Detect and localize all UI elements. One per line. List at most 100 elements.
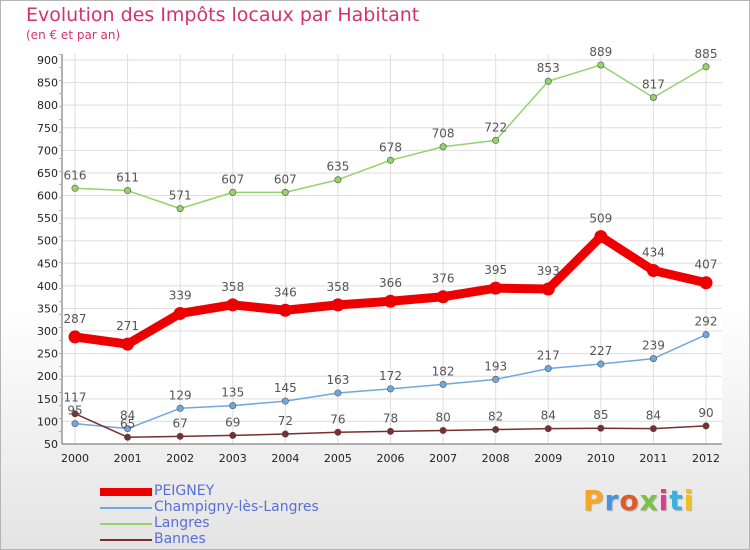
data-point xyxy=(597,424,605,432)
data-point xyxy=(71,184,79,192)
data-point xyxy=(124,187,132,195)
y-tick-label: 350 xyxy=(37,302,58,315)
data-point xyxy=(597,61,605,69)
data-point xyxy=(71,420,79,428)
data-label: 339 xyxy=(169,288,192,302)
data-point xyxy=(281,188,289,196)
data-point xyxy=(492,375,500,383)
logo-letter: P xyxy=(583,484,605,517)
data-point xyxy=(702,422,710,430)
y-tick-label: 600 xyxy=(37,190,58,203)
data-label: 84 xyxy=(646,409,661,423)
data-point xyxy=(281,430,289,438)
legend-label: Champigny-lès-Langres xyxy=(154,499,319,515)
x-tick-label: 2000 xyxy=(61,452,89,465)
logo-letter: x xyxy=(639,484,659,517)
data-label: 885 xyxy=(695,47,718,61)
data-label: 366 xyxy=(379,276,402,290)
data-point xyxy=(386,385,394,393)
y-tick-label: 850 xyxy=(37,77,58,90)
data-label: 611 xyxy=(116,171,139,185)
data-point xyxy=(124,433,132,441)
data-label: 287 xyxy=(64,312,87,326)
data-point xyxy=(544,77,552,85)
data-label: 67 xyxy=(173,416,188,430)
x-tick-label: 2004 xyxy=(271,452,299,465)
chart-title: Evolution des Impôts locaux par Habitant xyxy=(26,4,420,26)
data-label: 129 xyxy=(169,388,192,402)
data-point xyxy=(699,276,713,290)
data-point xyxy=(334,428,342,436)
y-tick-label: 100 xyxy=(37,415,58,428)
data-label: 76 xyxy=(330,412,345,426)
legend-swatch xyxy=(100,507,152,509)
legend-label: Langres xyxy=(154,515,210,531)
data-point xyxy=(384,294,397,308)
x-tick-label: 2006 xyxy=(377,452,405,465)
x-tick-label: 2001 xyxy=(114,452,142,465)
data-label: 678 xyxy=(379,140,402,154)
data-point xyxy=(124,425,132,433)
data-label: 509 xyxy=(589,212,612,226)
data-label: 85 xyxy=(593,408,608,422)
data-point xyxy=(544,425,552,433)
data-label: 635 xyxy=(326,160,349,174)
data-label: 95 xyxy=(67,404,82,418)
data-label: 817 xyxy=(642,77,665,91)
data-point xyxy=(176,205,184,213)
data-point xyxy=(173,306,187,320)
data-point xyxy=(597,360,605,368)
data-point xyxy=(281,397,289,405)
data-point xyxy=(649,355,657,363)
data-label: 217 xyxy=(537,349,560,363)
data-label: 65 xyxy=(120,417,135,431)
data-point xyxy=(68,330,82,344)
data-point xyxy=(702,331,710,339)
data-point xyxy=(278,303,292,317)
logo-letter: t xyxy=(669,484,684,517)
data-label: 395 xyxy=(484,263,507,277)
x-tick-label: 2008 xyxy=(482,452,510,465)
data-label: 227 xyxy=(589,344,612,358)
data-point xyxy=(386,427,394,435)
data-point xyxy=(229,188,237,196)
data-label: 163 xyxy=(326,373,349,387)
data-label: 78 xyxy=(383,411,398,425)
data-point xyxy=(226,298,240,312)
data-point xyxy=(176,432,184,440)
logo-letter: i xyxy=(683,484,695,517)
x-tick-label: 2003 xyxy=(219,452,247,465)
y-tick-label: 550 xyxy=(37,212,58,225)
data-point xyxy=(386,156,394,164)
y-tick-label: 650 xyxy=(37,167,58,180)
data-point xyxy=(489,281,503,295)
y-tick-label: 500 xyxy=(37,235,58,248)
y-tick-label: 700 xyxy=(37,144,58,157)
data-point xyxy=(439,143,447,151)
data-label: 84 xyxy=(541,409,556,423)
data-label: 135 xyxy=(221,386,244,400)
data-label: 292 xyxy=(695,315,718,329)
data-point xyxy=(492,136,500,144)
data-label: 358 xyxy=(221,280,244,294)
data-label: 407 xyxy=(695,258,718,272)
x-tick-label: 2010 xyxy=(587,452,615,465)
data-point xyxy=(334,176,342,184)
y-tick-label: 250 xyxy=(37,348,58,361)
data-point xyxy=(702,63,710,71)
data-label: 434 xyxy=(642,246,665,260)
data-point xyxy=(331,298,345,312)
x-tick-label: 2005 xyxy=(324,452,352,465)
data-label: 193 xyxy=(484,359,507,373)
data-label: 117 xyxy=(64,391,87,405)
data-label: 346 xyxy=(274,285,297,299)
y-tick-label: 400 xyxy=(37,280,58,293)
data-point xyxy=(229,402,237,410)
data-label: 182 xyxy=(432,364,455,378)
data-label: 72 xyxy=(278,414,293,428)
data-label: 607 xyxy=(274,172,297,186)
data-point xyxy=(176,404,184,412)
proxiti-logo: Proxiti xyxy=(583,484,694,517)
data-label: 239 xyxy=(642,339,665,353)
